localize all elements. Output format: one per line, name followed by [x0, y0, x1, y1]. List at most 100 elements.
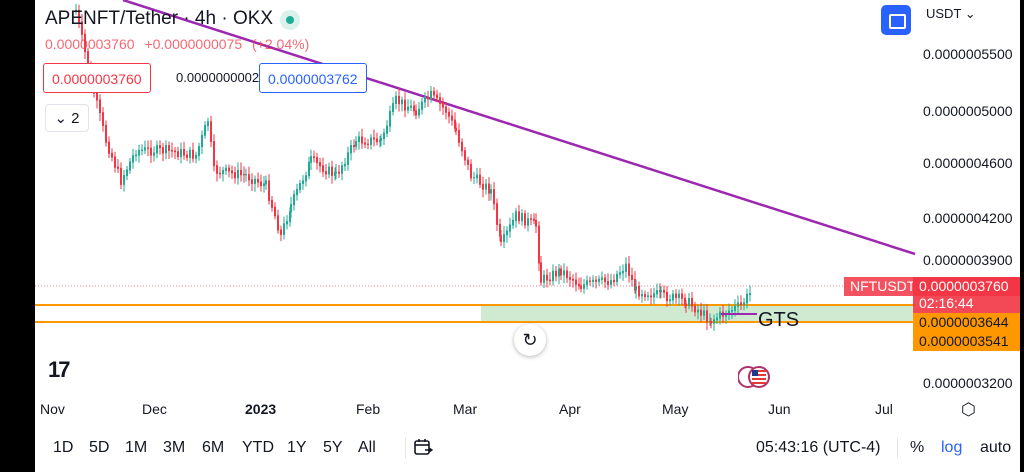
candle-body — [102, 112, 104, 126]
us-flag-icon[interactable] — [738, 365, 770, 389]
buy-button[interactable]: 0.0000003762 — [259, 63, 367, 93]
candle-body — [678, 293, 680, 298]
indicators-toggle[interactable]: ⌄ 2 — [45, 104, 89, 132]
candle-body — [81, 21, 83, 35]
gts-annotation[interactable]: GTS — [758, 309, 800, 331]
candle-body — [248, 174, 250, 181]
candle-body — [404, 99, 406, 111]
candle-body — [192, 149, 194, 159]
candle-body — [260, 181, 262, 187]
candle-body — [265, 180, 267, 185]
candle-body — [370, 137, 372, 145]
candle-body — [308, 161, 310, 177]
candle-body — [688, 298, 690, 306]
candle-body — [111, 152, 113, 158]
range-5y[interactable]: 5Y — [323, 439, 343, 456]
candle-body — [445, 106, 447, 113]
range-ytd[interactable]: YTD — [242, 439, 274, 456]
date-range-icon[interactable] — [413, 438, 433, 456]
candle-body — [746, 293, 748, 304]
candle-body — [530, 218, 532, 220]
x-tick: Jun — [768, 401, 791, 417]
candle-body — [141, 149, 143, 151]
candle-body — [482, 183, 484, 190]
candle-body — [479, 174, 481, 185]
candle-body — [540, 262, 542, 283]
candle-body — [376, 138, 378, 143]
range-3m[interactable]: 3M — [163, 439, 186, 456]
candle-body — [219, 172, 221, 175]
candle-body — [575, 279, 577, 285]
spread-value: 0.0000000002 — [176, 70, 260, 85]
candle-body — [389, 111, 391, 127]
candle-body — [710, 320, 712, 324]
candle-body — [607, 281, 609, 285]
candle-body — [358, 136, 360, 143]
candle-body — [165, 145, 167, 154]
candle-body — [302, 180, 304, 185]
candle-body — [555, 270, 557, 277]
range-all[interactable]: All — [358, 439, 376, 456]
candle-body — [135, 154, 137, 157]
candle-body — [283, 223, 285, 235]
candle-body — [675, 293, 677, 298]
indicators-count: 2 — [71, 109, 80, 127]
candle-body — [628, 263, 630, 277]
range-1y[interactable]: 1Y — [287, 439, 307, 456]
candle-body — [347, 152, 349, 165]
candle-body — [401, 99, 403, 105]
sell-button[interactable]: 0.0000003760 — [43, 63, 151, 93]
candle-body — [159, 145, 161, 149]
live-dot-icon — [280, 10, 300, 30]
reset-icon[interactable]: ↻ — [514, 324, 546, 356]
tradingview-logo[interactable]: 17 — [48, 357, 71, 382]
candle-body — [691, 298, 693, 307]
candle-body — [421, 101, 423, 110]
x-tick: Jul — [875, 401, 893, 417]
chart-app: APENFT/Tether · 4h · OKX 0.0000003760 +0… — [35, 0, 1020, 472]
candle-body — [496, 203, 498, 225]
range-1d[interactable]: 1D — [53, 439, 74, 456]
x-tick: Apr — [559, 401, 581, 417]
candle-body — [316, 157, 318, 164]
range-6m[interactable]: 6M — [202, 439, 225, 456]
candle-body — [458, 129, 460, 143]
clock[interactable]: 05:43:16 (UTC-4) — [756, 439, 881, 456]
symbol-title[interactable]: APENFT/Tether · 4h · OKX — [45, 8, 274, 29]
candle-body — [583, 284, 585, 289]
candle-body — [418, 108, 420, 116]
candle-body — [254, 178, 256, 184]
candle-body — [174, 150, 176, 153]
candle-body — [286, 221, 288, 225]
order-price-tag-2[interactable]: 0.0000003541 — [913, 332, 1020, 351]
chart-settings-icon[interactable]: ⬡ — [961, 400, 976, 419]
candle-body — [367, 143, 369, 145]
candle-body — [207, 121, 209, 127]
candle-body — [87, 51, 89, 69]
candle-body — [210, 121, 212, 143]
candle-body — [666, 291, 668, 302]
candle-body — [189, 149, 191, 158]
candle-body — [634, 278, 636, 291]
candle-body — [338, 171, 340, 174]
candle-body — [650, 295, 652, 298]
candle-body — [625, 263, 627, 272]
order-price-tag-1[interactable]: 0.0000003644 — [913, 313, 1020, 332]
range-5d[interactable]: 5D — [89, 439, 110, 456]
candle-body — [413, 105, 415, 112]
candle-body — [595, 279, 597, 282]
percent-toggle[interactable]: % — [910, 439, 925, 456]
candle-body — [78, 9, 80, 23]
candle-body — [448, 111, 450, 117]
candle-body — [572, 278, 574, 281]
fullscreen-icon[interactable] — [881, 5, 911, 35]
currency-select[interactable]: USDT ⌄ — [926, 6, 976, 21]
candle-body — [237, 169, 239, 179]
range-1m[interactable]: 1M — [125, 439, 148, 456]
x-tick: Mar — [453, 401, 478, 417]
auto-toggle[interactable]: auto — [980, 439, 1012, 456]
candle-body — [740, 302, 742, 306]
log-toggle[interactable]: log — [941, 439, 963, 456]
candle-body — [743, 302, 745, 306]
candle-body — [228, 167, 230, 172]
